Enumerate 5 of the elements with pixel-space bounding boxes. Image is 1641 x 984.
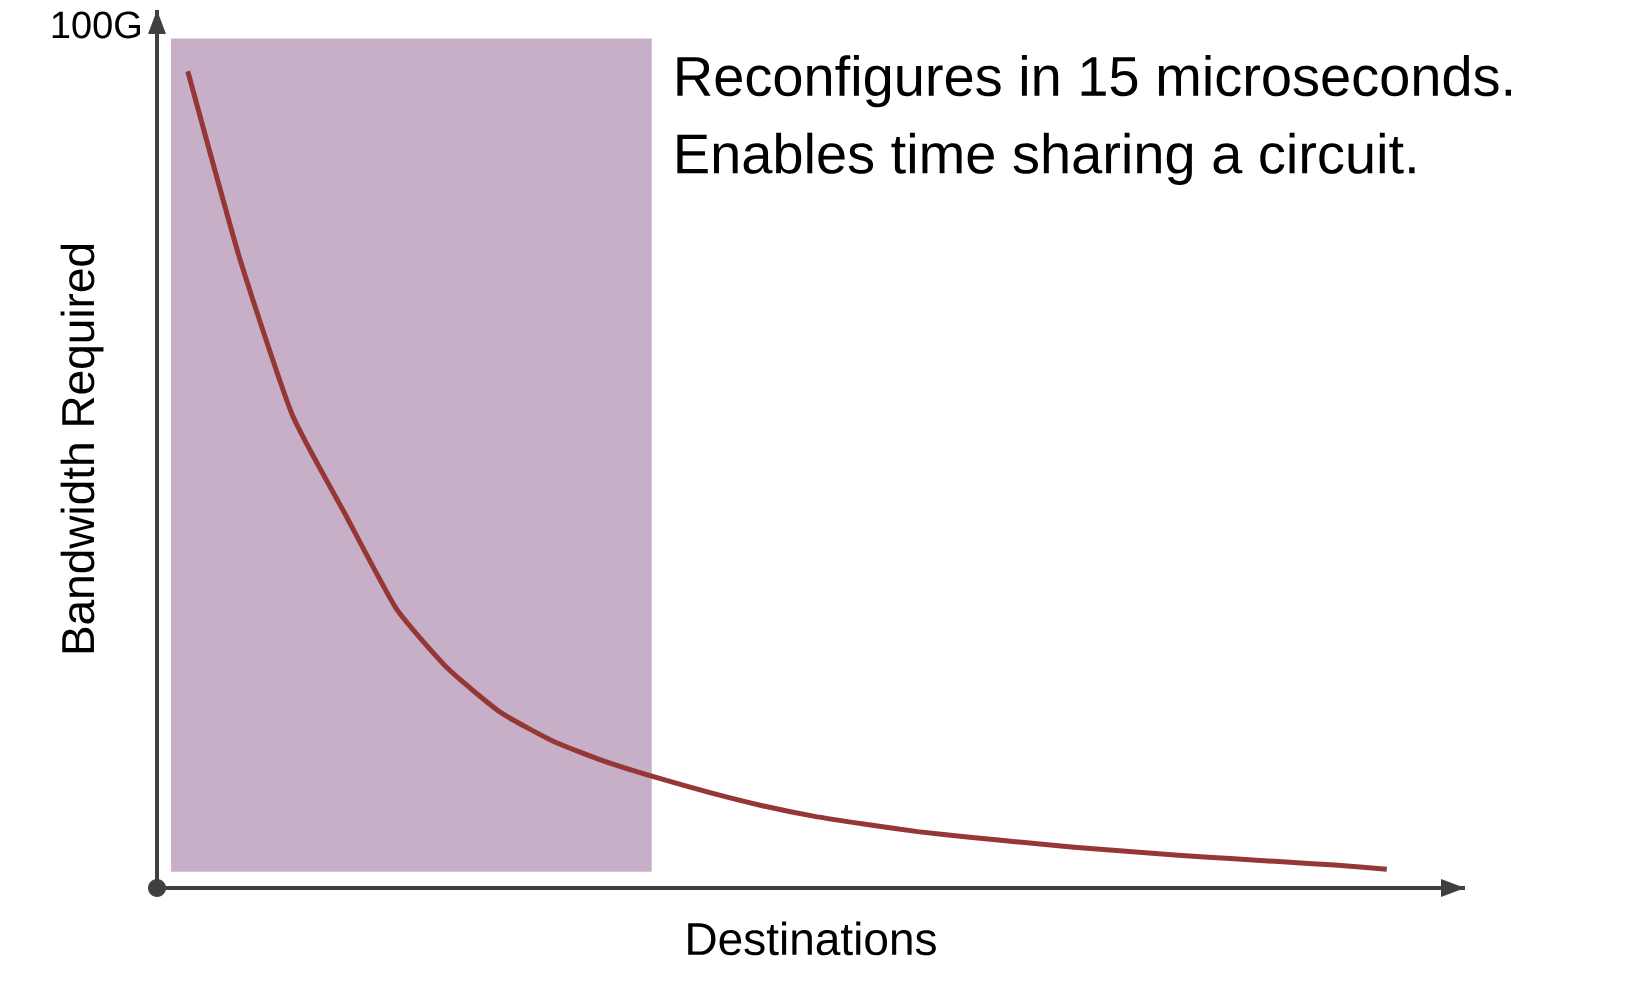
y-axis-title: Bandwidth Required	[60, 244, 104, 653]
annotation: Enables time sharing a circuit.	[677, 132, 1415, 185]
text: 100G	[52, 11, 140, 39]
x-axis-title: Destinations	[688, 921, 936, 956]
annotation: Reconfigures in 15 microseconds.	[677, 55, 1512, 108]
